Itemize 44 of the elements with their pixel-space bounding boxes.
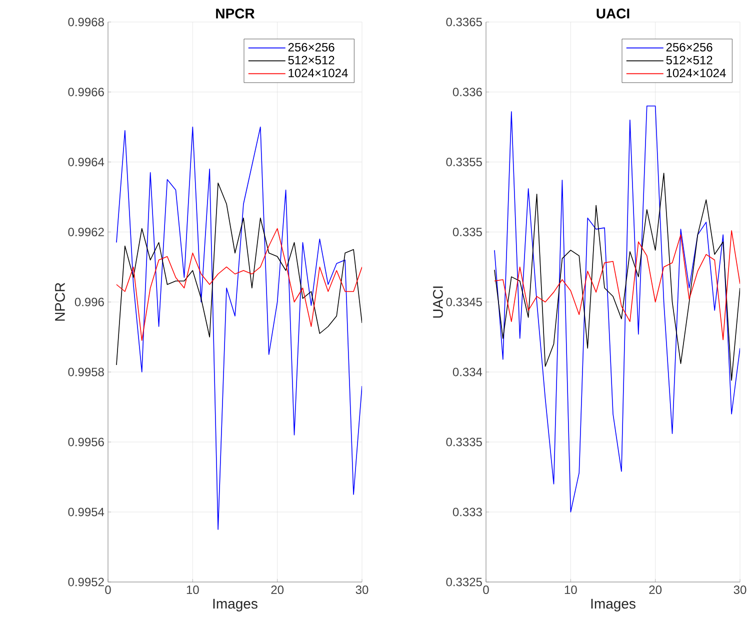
- legend-label: 512×512: [666, 56, 712, 64]
- y-tick-label: 0.3335: [446, 438, 482, 446]
- line-series: [116, 182, 362, 366]
- y-tick-label: 0.3365: [446, 18, 482, 26]
- line-series: [494, 106, 740, 512]
- legend-label: 1024×1024: [288, 68, 348, 78]
- y-tick-label: 0.9966: [68, 88, 104, 96]
- y-tick-label: 0.333: [452, 508, 482, 516]
- y-tick-label: 0.9964: [68, 158, 104, 166]
- y-tick-label: 0.9968: [68, 18, 104, 26]
- y-tick-label: 0.335: [452, 228, 482, 236]
- y-tick-label: 0.3345: [446, 298, 482, 306]
- line-series: [494, 172, 740, 381]
- x-tick-label: 0: [483, 586, 489, 594]
- y-tick-label: 0.996: [74, 298, 104, 306]
- x-tick-label: 20: [271, 586, 284, 594]
- y-tick-label: 0.334: [452, 368, 482, 376]
- y-tick-label: 0.336: [452, 88, 482, 96]
- x-axis-title: Images: [591, 598, 636, 612]
- y-tick-label: 0.9956: [68, 438, 104, 446]
- y-axis-title: UACI: [432, 286, 443, 318]
- legend-label: 1024×1024: [666, 68, 726, 78]
- y-tick-label: 0.9958: [68, 368, 104, 376]
- y-tick-label: 0.3325: [446, 578, 482, 586]
- line-series: [494, 230, 740, 340]
- legend-label: 512×512: [288, 56, 334, 64]
- chart-title: UACI: [596, 8, 630, 18]
- legend-label: 256×256: [666, 42, 712, 52]
- x-tick-label: 10: [564, 586, 577, 594]
- x-tick-label: 0: [105, 586, 111, 594]
- y-tick-label: 0.9962: [68, 228, 104, 236]
- y-tick-label: 0.3355: [446, 158, 482, 166]
- chart-title: NPCR: [216, 8, 255, 18]
- line-series: [116, 126, 362, 530]
- y-tick-label: 0.9952: [68, 578, 104, 586]
- x-tick-label: 30: [356, 586, 368, 594]
- x-tick-label: 30: [734, 586, 746, 594]
- x-tick-label: 20: [649, 586, 662, 594]
- y-axis-title: NPCR: [54, 282, 65, 321]
- y-tick-label: 0.9954: [68, 508, 104, 516]
- x-axis-title: Images: [213, 598, 258, 612]
- legend-label: 256×256: [288, 42, 334, 52]
- x-tick-label: 10: [186, 586, 199, 594]
- line-series: [116, 228, 362, 341]
